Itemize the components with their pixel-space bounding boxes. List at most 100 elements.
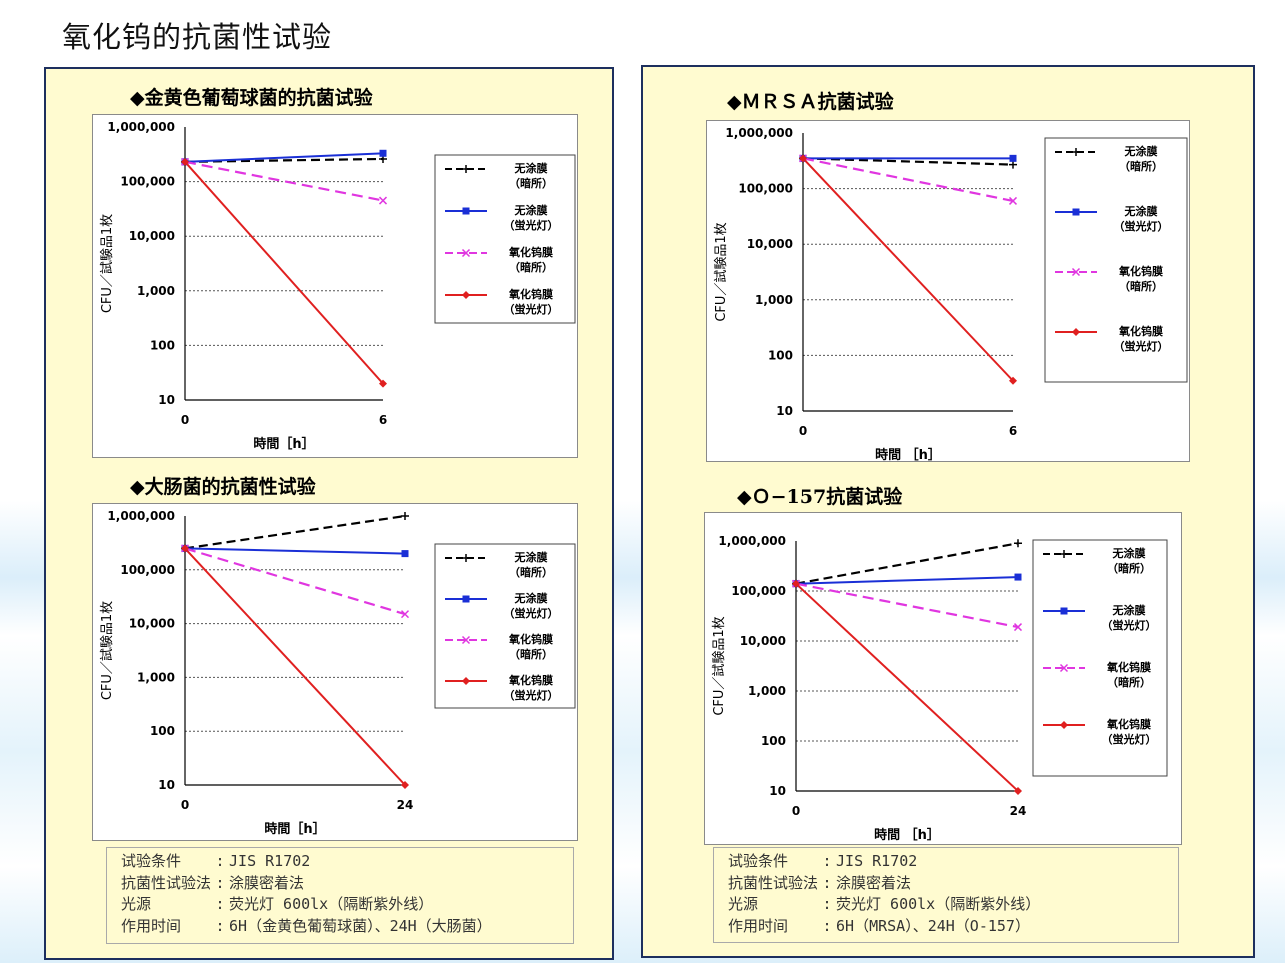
y-tick-label: 1,000,000	[718, 534, 786, 548]
y-tick-label: 100	[150, 724, 175, 738]
data-point	[379, 149, 387, 157]
y-tick-label: 100,000	[731, 584, 786, 598]
x-tick-label: 0	[799, 424, 807, 438]
legend-label: （暗所）	[1119, 159, 1163, 173]
series-line	[802, 157, 1014, 203]
series-line	[795, 576, 1019, 585]
y-tick-label: 10	[776, 404, 793, 418]
data-point	[1013, 623, 1023, 632]
series-line	[795, 582, 1019, 629]
conditions-right: 试验条件 : JIS R1702 抗菌性试验法: 涂膜密着法 光源 : 荧光灯 600…	[713, 847, 1179, 943]
conditions-left: 试验条件 : JIS R1702 抗菌性试验法: 涂膜密着法 光源 : 荧光灯 600…	[106, 847, 574, 944]
legend-box	[434, 543, 576, 709]
series-line	[795, 582, 1019, 792]
legend-label: 氧化钨膜	[508, 245, 553, 259]
data-point	[1014, 539, 1022, 548]
legend-label: （暗所）	[509, 565, 553, 579]
series-line	[184, 514, 406, 550]
chart-box-staph: 1,000,000 100,000 10,000 1,000 100 10 0 6 時間［h］ C…	[92, 114, 578, 458]
legend-marker	[462, 677, 470, 685]
left-panel: ◆金黄色葡萄球菌的抗菌试验 1,000,000 100,000 10,000 1,00…	[44, 67, 614, 960]
y-tick-label: 100	[150, 338, 175, 352]
data-point	[1009, 376, 1017, 385]
condition-row: 光源 : 荧光灯 600lx（隔断紫外线）	[728, 895, 1041, 913]
y-tick-label: 1,000	[137, 670, 175, 684]
chart-box-mrsa: 1,000,000 100,000 10,000 1,000 100 10 0 6 時間 ［h］…	[706, 120, 1190, 463]
legend-label: （蛍光灯）	[1114, 219, 1169, 233]
legend-marker	[461, 635, 471, 645]
condition-row: 抗菌性试验法: 涂膜密着法	[728, 873, 912, 892]
x-axis-label: 時間［h］	[253, 436, 314, 452]
legend-label: 氧化钨膜	[1118, 324, 1163, 338]
condition-row: 试验条件 : JIS R1702	[121, 852, 311, 870]
legend-label: （暗所）	[1107, 675, 1151, 689]
legend-label: （暗所）	[1107, 561, 1151, 575]
y-tick-label: 10	[158, 393, 175, 407]
legend-marker	[1072, 148, 1080, 156]
legend-box	[1032, 539, 1168, 777]
series-line	[795, 542, 1019, 585]
legend-label: （蛍光灯）	[1102, 732, 1157, 746]
y-axis-label: CFU／試験品1枚	[99, 214, 115, 313]
series-line	[802, 157, 1014, 382]
legend-marker	[1059, 663, 1069, 673]
y-tick-label: 10,000	[129, 617, 175, 631]
legend-marker	[1071, 267, 1081, 277]
chart-box-o157: 1,000,000 100,000 10,000 1,000 100 10 0 24 時間 ［h…	[704, 512, 1182, 845]
y-tick-label: 100,000	[120, 175, 175, 189]
y-tick-label: 10	[769, 784, 786, 798]
series-line	[184, 547, 406, 786]
data-point	[181, 157, 189, 166]
y-tick-label: 10,000	[129, 229, 175, 243]
x-tick-label: 6	[379, 413, 387, 427]
legend-label: （蛍光灯）	[504, 606, 559, 620]
legend-label: 氧化钨膜	[1118, 264, 1163, 278]
chart-title-o157: ◆Ｏ−157抗菌试验	[737, 486, 903, 508]
y-axis-label: CFU／試験品1枚	[713, 222, 729, 321]
legend-label: 无涂膜	[514, 203, 548, 217]
legend-marker	[462, 165, 470, 173]
right-panel: ◆ＭＲＳＡ抗菌试验 1,000,000 100,000 10,000 1,000 100…	[641, 65, 1255, 958]
x-axis-label: 時間 ［h］	[875, 447, 941, 463]
x-tick-label: 0	[792, 804, 800, 818]
legend-label: （蛍光灯）	[504, 688, 559, 702]
y-tick-label: 1,000	[137, 284, 175, 298]
data-point	[378, 196, 388, 205]
data-point	[1014, 787, 1022, 795]
legend-label: 无涂膜	[1112, 603, 1146, 617]
data-point	[1008, 196, 1018, 205]
chart-box-ecoli: 1,000,000 100,000 10,000 1,000 100 10 0 24 時間［h］…	[92, 503, 578, 841]
x-tick-label: 0	[181, 413, 189, 427]
legend-label: （蛍光灯）	[504, 302, 559, 316]
x-tick-label: 0	[181, 798, 189, 812]
y-tick-label: 100,000	[738, 182, 793, 196]
series-line	[184, 547, 406, 616]
data-point	[401, 781, 409, 789]
series-line	[184, 152, 384, 163]
legend-label: （蛍光灯）	[1114, 339, 1169, 353]
legend-marker	[1060, 721, 1068, 729]
legend-marker	[1072, 328, 1080, 336]
condition-row: 作用时间 :6H（MRSA）、24H（O-157）	[728, 916, 1030, 935]
legend-marker	[462, 595, 470, 603]
series-line	[184, 161, 384, 385]
condition-row: 光源 : 荧光灯 600lx（隔断紫外线）	[121, 895, 434, 913]
y-axis-label: CFU／試験品1枚	[711, 616, 727, 715]
legend-marker	[1060, 607, 1068, 615]
legend-label: （蛍光灯）	[504, 218, 559, 232]
condition-row: 试验条件 : JIS R1702	[728, 852, 918, 870]
legend-label: 无涂膜	[1112, 546, 1146, 560]
data-point	[792, 579, 800, 588]
y-tick-label: 1,000	[755, 293, 793, 307]
x-tick-label: 24	[397, 798, 414, 812]
series-line	[802, 157, 1014, 166]
legend-label: （蛍光灯）	[1102, 618, 1157, 632]
y-tick-label: 100	[768, 348, 793, 362]
legend-label: （暗所）	[1119, 279, 1163, 293]
legend-label: 氧化钨膜	[508, 287, 553, 301]
legend-label: （暗所）	[509, 647, 553, 661]
y-tick-label: 100	[761, 734, 786, 748]
